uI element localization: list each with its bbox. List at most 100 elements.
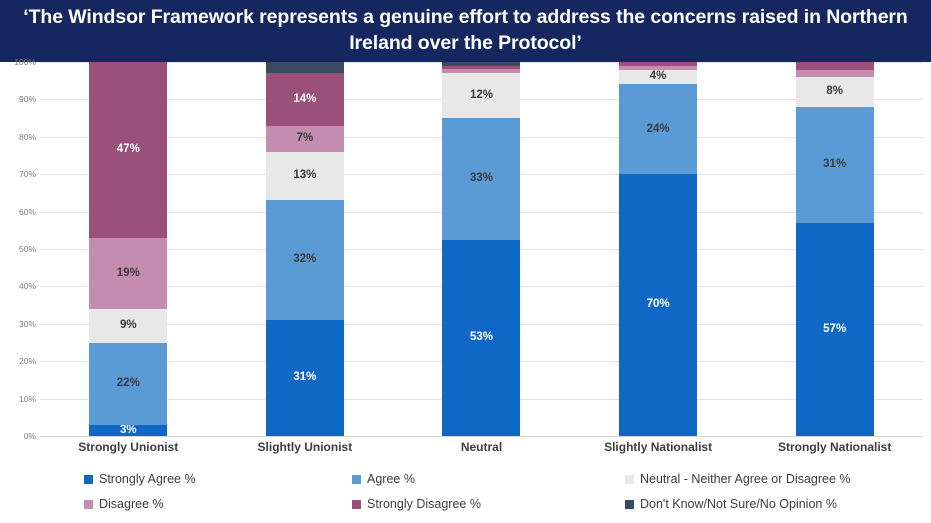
bar-segment[interactable]: 22%: [89, 342, 168, 425]
legend-item[interactable]: Disagree %: [84, 497, 164, 511]
bar-segment-label: 24%: [646, 122, 670, 135]
stacked-bar[interactable]: 31% 32% 13% 7% 14%: [265, 62, 344, 436]
bar-segment[interactable]: 31%: [265, 320, 344, 436]
bar-segment-label: 31%: [823, 158, 847, 171]
bar-slot: 57% 31% 8%: [746, 62, 923, 436]
legend-row-2: Disagree % Strongly Disagree % Don't Know/…: [0, 495, 931, 520]
chart-legend: Strongly Agree % Agree % Neutral - Neither…: [0, 466, 931, 523]
bar-segment[interactable]: 13%: [265, 151, 344, 201]
legend-item[interactable]: Agree %: [352, 472, 415, 486]
y-axis-tick: 0%: [23, 431, 36, 441]
bar-segment[interactable]: [442, 65, 521, 70]
bar-segment[interactable]: 9%: [89, 308, 168, 343]
legend-label: Agree %: [367, 472, 415, 486]
y-axis-tick: 30%: [18, 318, 36, 329]
stacked-bar[interactable]: 70% 24% 4%: [619, 62, 698, 436]
legend-label: Neutral - Neither Agree or Disagree %: [640, 472, 851, 486]
bar-segment[interactable]: 3%: [89, 423, 168, 436]
bar-segment-label: 31%: [293, 371, 317, 384]
legend-swatch-icon: [625, 499, 634, 509]
y-axis-tick: 50%: [18, 244, 36, 254]
bar-segment-label: 53%: [469, 331, 493, 344]
bar-segment[interactable]: 4%: [619, 69, 698, 85]
y-axis-tick: 10%: [18, 393, 36, 404]
bar-segment-label: 4%: [649, 70, 667, 83]
x-axis-categories: Strongly Unionist Slightly Unionist Neutra…: [40, 440, 923, 462]
stacked-bar[interactable]: 57% 31% 8%: [795, 62, 874, 436]
legend-item[interactable]: Strongly Agree %: [84, 472, 196, 486]
bar-slot: 3% 22% 9% 19% 47%: [40, 62, 217, 436]
bar-segment-label: 14%: [293, 92, 317, 105]
bar-segment[interactable]: [265, 62, 344, 74]
bar-segment-label: 70%: [646, 298, 670, 311]
bar-segment-label: 13%: [293, 169, 317, 182]
bar-segment-label: 9%: [119, 318, 137, 331]
bar-segment[interactable]: 47%: [89, 62, 168, 238]
legend-swatch-icon: [352, 499, 361, 509]
gridline: [40, 436, 923, 437]
legend-label: Disagree %: [99, 497, 164, 511]
legend-label: Strongly Agree %: [99, 472, 196, 486]
bar-segment[interactable]: 8%: [795, 76, 874, 107]
y-axis-tick: 70%: [18, 169, 36, 180]
y-axis-tick: 60%: [18, 206, 36, 217]
bar-segment-label: 22%: [116, 376, 140, 389]
page-title: ‘The Windsor Framework represents a genu…: [23, 6, 908, 54]
legend-swatch-icon: [352, 474, 361, 484]
y-axis: 0% 10% 20% 30% 40% 50% 60% 70% 80% 90% 100%: [0, 57, 40, 441]
bar-segment-label: 57%: [823, 322, 847, 335]
bar-series-container: 3% 22% 9% 19% 47% 31% 32% 13% 7% 14% 53% 33% 12% 70% 2…: [40, 61, 923, 436]
x-axis-label-strongly-nationalist: Strongly Nationalist: [778, 440, 892, 454]
bar-segment-label: 12%: [469, 88, 493, 101]
legend-label: Don't Know/Not Sure/No Opinion %: [640, 497, 837, 511]
bar-segment-label: 32%: [293, 253, 317, 266]
bar-segment[interactable]: 12%: [442, 73, 521, 118]
legend-row-1: Strongly Agree % Agree % Neutral - Neither…: [0, 470, 931, 495]
bar-segment[interactable]: [795, 69, 874, 77]
plot-area: 0% 10% 20% 30% 40% 50% 60% 70% 80% 90% 100% 3% 22% 9…: [0, 57, 931, 462]
bar-segment-label: 7%: [296, 131, 314, 144]
bar-slot: 53% 33% 12%: [393, 61, 570, 436]
bar-segment[interactable]: [619, 65, 698, 70]
bar-segment[interactable]: 19%: [89, 237, 168, 309]
y-axis-tick: 40%: [18, 281, 36, 292]
bar-segment[interactable]: 70%: [619, 174, 698, 436]
legend-item[interactable]: Strongly Disagree %: [352, 497, 481, 511]
bar-segment[interactable]: 31%: [795, 106, 874, 223]
bar-segment[interactable]: 24%: [619, 84, 698, 175]
bar-segment[interactable]: [619, 62, 698, 66]
bar-segment[interactable]: 57%: [795, 222, 874, 436]
bar-segment-label: 33%: [469, 171, 493, 184]
bar-segment[interactable]: 33%: [442, 117, 521, 240]
legend-item[interactable]: Neutral - Neither Agree or Disagree %: [625, 472, 851, 486]
bar-segment-label: 47%: [116, 143, 140, 156]
bar-segment[interactable]: [442, 69, 521, 74]
legend-item[interactable]: Don't Know/Not Sure/No Opinion %: [625, 497, 837, 511]
bar-segment[interactable]: 53%: [442, 239, 521, 436]
legend-swatch-icon: [84, 499, 93, 509]
stacked-bar[interactable]: 3% 22% 9% 19% 47%: [89, 62, 168, 436]
bar-segment[interactable]: 7%: [265, 125, 344, 152]
bar-segment[interactable]: [442, 61, 521, 66]
x-axis-label-slightly-nationalist: Slightly Nationalist: [604, 440, 713, 454]
bar-segment[interactable]: 32%: [265, 200, 344, 321]
bar-slot: 70% 24% 4%: [570, 62, 747, 436]
x-axis-label-slightly-unionist: Slightly Unionist: [257, 440, 353, 454]
legend-label: Strongly Disagree %: [367, 497, 481, 511]
legend-swatch-icon: [625, 474, 634, 484]
x-axis-label-strongly-unionist: Strongly Unionist: [78, 440, 179, 454]
stacked-bar[interactable]: 53% 33% 12%: [442, 61, 521, 436]
x-axis-label-neutral: Neutral: [460, 440, 503, 454]
bar-segment[interactable]: 14%: [265, 73, 344, 126]
bar-segment[interactable]: [795, 62, 874, 70]
bar-segment-label: 3%: [119, 423, 137, 436]
y-axis-tick: 100%: [14, 57, 36, 67]
title-banner: ‘The Windsor Framework represents a genu…: [0, 0, 931, 62]
y-axis-tick: 80%: [18, 131, 36, 142]
bar-segment-label: 19%: [116, 266, 140, 279]
bar-segment-label: 8%: [826, 85, 843, 98]
y-axis-tick: 20%: [18, 356, 36, 367]
y-axis-tick: 90%: [18, 94, 36, 105]
bar-slot: 31% 32% 13% 7% 14%: [217, 62, 394, 436]
